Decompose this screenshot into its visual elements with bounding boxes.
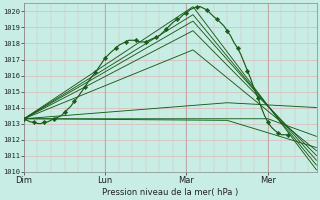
X-axis label: Pression niveau de la mer( hPa ): Pression niveau de la mer( hPa )	[102, 188, 238, 197]
